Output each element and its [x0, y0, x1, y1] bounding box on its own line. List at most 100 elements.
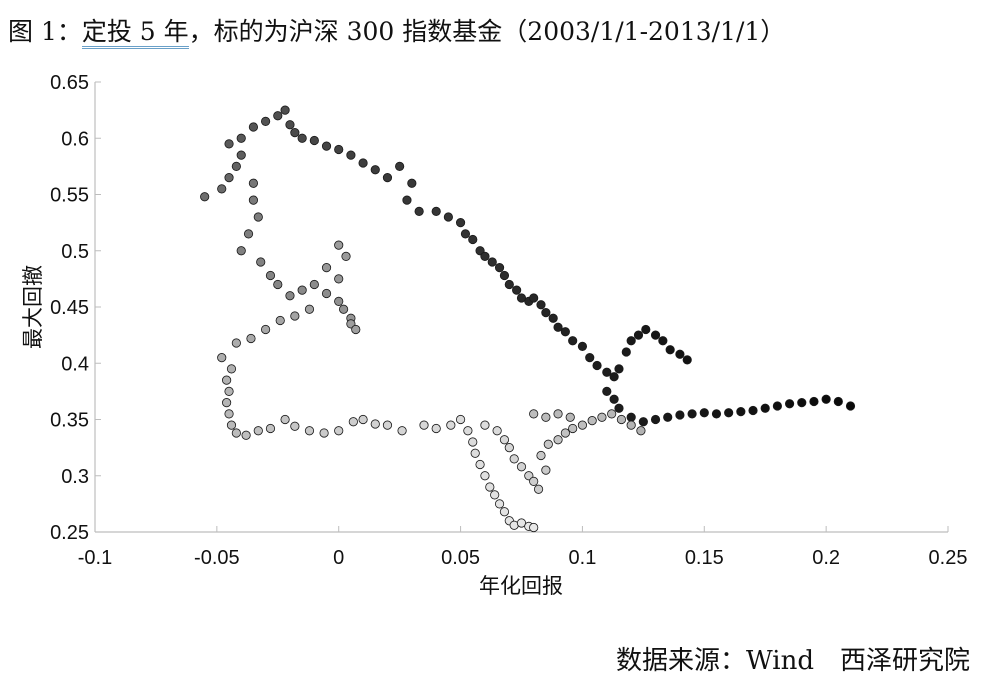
scatter-point: [468, 437, 478, 447]
scatter-point: [224, 409, 234, 419]
scatter-point: [592, 360, 602, 371]
scatter-point: [231, 428, 241, 438]
scatter-point: [304, 426, 315, 436]
x-tick-label: -0.05: [194, 547, 240, 569]
scatter-point: [231, 338, 241, 348]
scatter-point: [222, 375, 232, 385]
scatter-point: [431, 423, 441, 434]
scatter-point: [217, 184, 227, 194]
scatter-point: [504, 279, 514, 290]
scatter-point: [226, 420, 237, 430]
scatter-point: [760, 403, 770, 413]
scatter-point: [407, 178, 417, 188]
scatter-point: [260, 324, 271, 335]
scatter-point: [675, 349, 685, 359]
scatter-point: [370, 419, 380, 429]
scatter-point: [334, 274, 344, 284]
y-tick-label: 0.65: [50, 72, 89, 94]
x-axis-title: 年化回报: [479, 574, 563, 598]
scatter-point: [487, 257, 497, 267]
scatter-point: [241, 430, 251, 440]
scatter-point: [236, 246, 246, 256]
scatter-point: [602, 367, 612, 377]
title-highlight: 定投 5 年: [81, 17, 189, 49]
scatter-point: [443, 212, 453, 222]
scatter-point: [290, 421, 300, 431]
scatter-point: [224, 386, 234, 396]
scatter-point: [382, 420, 393, 430]
scatter-point: [402, 195, 412, 205]
y-tick-label: 0.45: [50, 297, 89, 319]
y-axis-title: 最大回撤: [21, 265, 45, 349]
scatter-point: [504, 443, 514, 453]
scatter-point: [290, 128, 300, 138]
scatter-point: [529, 293, 539, 303]
scatter-point: [553, 435, 563, 445]
scatter-point: [626, 420, 636, 430]
scatter-point: [236, 150, 246, 160]
scatter-chart: -0.1 -0.05 0 0.05 0.1 0.15 0.2 0.25 0.25 0.3 0.35…: [21, 72, 967, 598]
scatter-point: [682, 355, 692, 365]
scatter-point: [492, 426, 502, 436]
scatter-point: [351, 324, 361, 335]
scatter-point: [226, 364, 237, 374]
scatter-point: [638, 417, 648, 427]
y-tick-label: 0.5: [61, 241, 89, 263]
scatter-point: [541, 412, 551, 422]
scatter-point: [431, 206, 441, 216]
data-points: [200, 105, 856, 533]
scatter-point: [334, 426, 344, 436]
x-tick-label: 0.2: [812, 547, 840, 569]
scatter-point: [845, 401, 856, 411]
scatter-point: [772, 401, 783, 411]
scatter-point: [248, 178, 259, 188]
scatter-point: [565, 412, 575, 422]
y-tick-label: 0.6: [61, 128, 89, 150]
scatter-point: [536, 450, 546, 461]
scatter-point: [265, 270, 276, 281]
scatter-point: [626, 336, 636, 346]
scatter-point: [833, 396, 843, 407]
y-tick-label: 0.35: [50, 410, 89, 432]
scatter-point: [334, 240, 344, 250]
scatter-point: [548, 313, 558, 323]
scatter-point: [446, 420, 456, 430]
scatter-point: [568, 423, 578, 434]
scatter-point: [222, 398, 232, 408]
scatter-point: [665, 345, 675, 355]
chart-title: 图 1：定投 5 年，标的为沪深 300 指数基金（2003/1/1-2013/…: [8, 12, 786, 49]
scatter-point: [494, 499, 505, 509]
scatter-point: [536, 300, 546, 310]
scatter-point: [348, 417, 358, 427]
scatter-point: [585, 353, 595, 363]
plot-area: -0.1 -0.05 0 0.05 0.1 0.15 0.2 0.25 0.25 0.3 0.35…: [21, 72, 967, 598]
scatter-point: [273, 111, 283, 121]
scatter-point: [641, 324, 651, 335]
y-tick-label: 0.25: [50, 522, 89, 544]
title-rest: ，标的为沪深 300 指数基金（2003/1/1-2013/1/1）: [188, 17, 786, 46]
scatter-point: [529, 476, 539, 486]
scatter-point: [499, 507, 510, 517]
scatter-point: [748, 405, 758, 416]
scatter-point: [577, 420, 588, 430]
scatter-point: [560, 428, 570, 438]
scatter-point: [397, 426, 407, 436]
scatter-point: [711, 409, 722, 419]
scatter-point: [297, 285, 307, 295]
y-tick-label: 0.3: [61, 466, 89, 488]
scatter-point: [260, 116, 271, 126]
scatter-point: [607, 409, 617, 419]
scatter-point: [304, 304, 315, 314]
scatter-point: [675, 410, 685, 420]
scatter-point: [246, 333, 256, 344]
x-tick-label: 0.1: [569, 547, 597, 569]
scatter-point: [231, 161, 241, 171]
scatter-point: [285, 120, 295, 130]
scatter-point: [273, 279, 283, 290]
scatter-point: [480, 471, 490, 481]
scatter-point: [253, 426, 263, 436]
data-source-note: 数据来源：Wind 西泽研究院: [616, 646, 970, 676]
x-tick-label: 0.05: [441, 547, 480, 569]
scatter-point: [480, 251, 490, 261]
x-tick-label: 0.25: [929, 547, 968, 569]
